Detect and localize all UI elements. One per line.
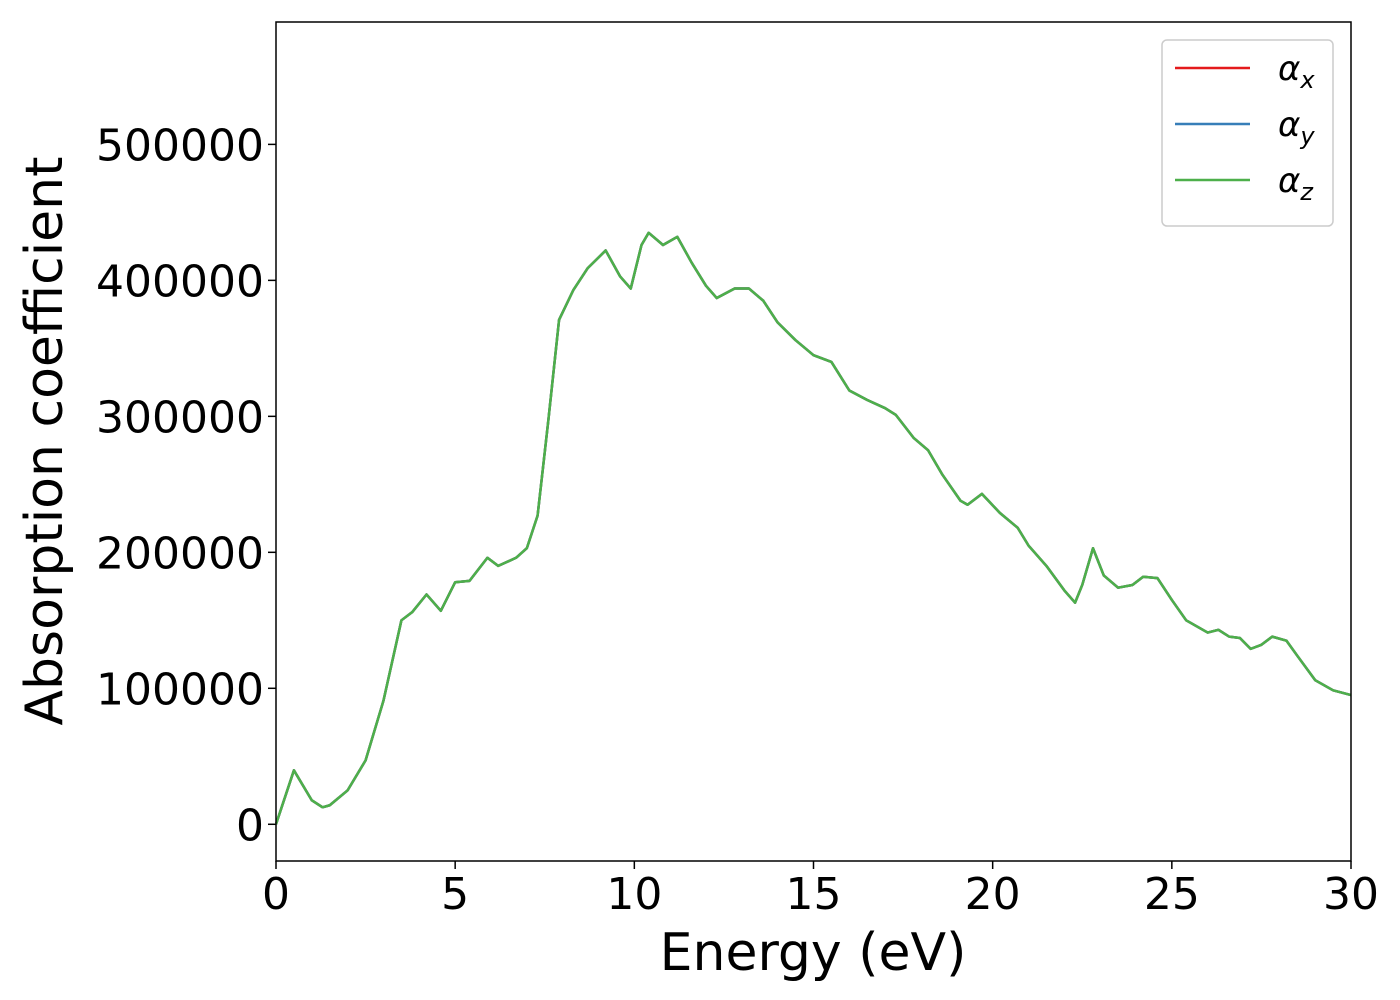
y-tick-label: 400000 [96,256,264,307]
line-series [274,231,1352,825]
x-axis-label: Energy (eV) [660,923,967,983]
y-tick-label: 0 [236,800,264,851]
y-tick-label: 500000 [96,120,264,171]
x-tick-label: 0 [262,869,290,920]
x-tick-label: 25 [1144,869,1200,920]
y-tick-label: 100000 [96,664,264,715]
line-series [274,231,1352,825]
x-tick-label: 15 [786,869,842,920]
y-tick-label: 300000 [96,392,264,443]
x-tick-label: 10 [606,869,662,920]
y-tick-label: 200000 [96,528,264,579]
legend-label: αz [1278,161,1314,206]
legend-label: αy [1278,105,1315,150]
y-axis-label: Absorption coefficient [15,156,75,725]
x-tick-label: 5 [441,869,469,920]
legend-label: αx [1278,49,1315,94]
plot-frame [275,21,1352,862]
line-series [274,231,1352,825]
x-tick-label: 20 [965,869,1021,920]
x-tick-label: 30 [1323,869,1379,920]
